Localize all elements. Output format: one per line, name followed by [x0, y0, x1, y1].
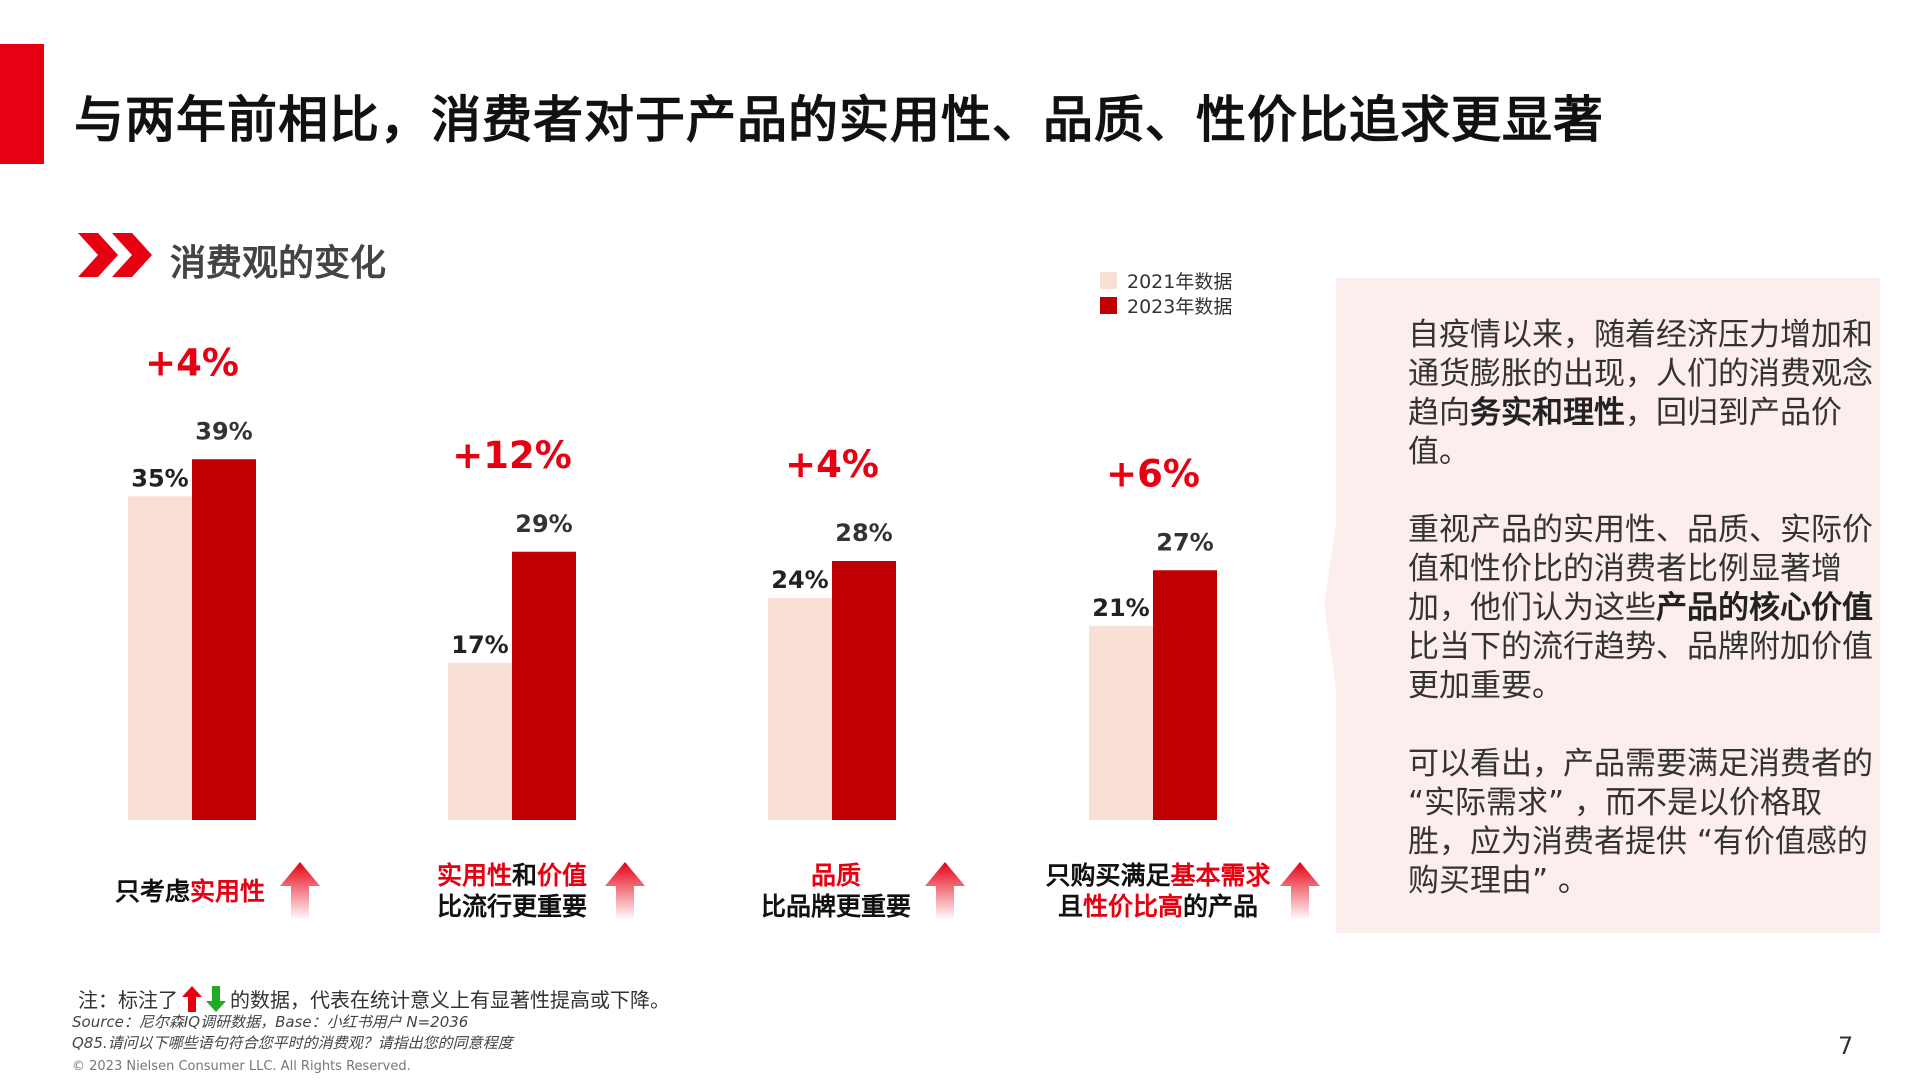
insight-panel-background	[1324, 278, 1880, 933]
category-label-basic-needs-value: 只购买满足基本需求 且性价比高的产品	[978, 860, 1338, 922]
insight-p2-emphasis: 产品的核心价值	[1656, 590, 1873, 626]
category-label-line: 实用性和价值	[332, 860, 692, 891]
category-label-text: 比品牌更重要	[760, 892, 911, 921]
change-label: +4%	[145, 341, 239, 384]
source-line-2: Q85.请问以下哪些语句符合您平时的消费观？请指出您的同意程度	[72, 1034, 513, 1052]
up-arrow-icon	[280, 862, 320, 920]
up-arrow-icon	[1280, 862, 1320, 920]
bar-2023	[192, 459, 256, 820]
up-arrow-icon	[925, 862, 965, 920]
data-label-2023: 28%	[835, 519, 892, 547]
legend-label-2021: 2021年数据	[1127, 271, 1233, 293]
data-label-2021: 35%	[131, 464, 188, 492]
category-label-highlight: 价值	[537, 861, 588, 890]
category-label-quality-over-brand: 品质 比品牌更重要	[656, 860, 1016, 922]
copyright: © 2023 Nielsen Consumer LLC. All Rights …	[72, 1059, 411, 1074]
legend-label-2023: 2023年数据	[1127, 296, 1233, 318]
data-label-2023: 39%	[195, 417, 252, 445]
category-label-text: 只考虑	[114, 877, 190, 906]
category-label-line: 比品牌更重要	[656, 891, 1016, 922]
page-number: 7	[1838, 1032, 1854, 1060]
category-label-line: 只考虑实用性	[10, 876, 370, 907]
category-label-line: 且性价比高的产品	[978, 891, 1338, 922]
source-line-1: Source：尼尔森IQ调研数据，Base：小红书用户 N=2036	[72, 1013, 469, 1031]
data-label-2023: 27%	[1156, 528, 1213, 556]
category-label-value-over-trend: 实用性和价值 比流行更重要	[332, 860, 692, 922]
insight-panel: 自疫情以来，随着经济压力增加和通货膨胀的出现，人们的消费观念趋向务实和理性，回归…	[1312, 278, 1882, 933]
bar-2023	[512, 551, 576, 820]
bar-2023	[1153, 570, 1217, 820]
insight-p2-text: 重视产品的实用性、品质、实际价值和性价比的消费者比例显著增加，他们认为这些	[1408, 512, 1873, 626]
insight-paragraph-3: 可以看出，产品需要满足消费者的 “实际需求” ，而不是以价格取胜，应为消费者提供…	[1408, 746, 1873, 899]
category-label-line: 只购买满足基本需求	[978, 860, 1338, 891]
category-label-text: 只购买满足	[1045, 861, 1171, 890]
category-label-line: 品质	[656, 860, 1016, 891]
data-label-2023: 29%	[515, 510, 572, 538]
bar-2021	[128, 496, 192, 820]
category-label-practicality: 只考虑实用性	[10, 876, 370, 907]
significance-arrows-icon	[182, 985, 226, 1012]
bar-2021	[448, 662, 512, 820]
source-note: Source：尼尔森IQ调研数据，Base：小红书用户 N=2036 Q85.请…	[72, 1012, 513, 1054]
category-label-highlight: 品质	[810, 861, 861, 890]
change-label: +6%	[1106, 452, 1200, 495]
insight-paragraph-1: 自疫情以来，随着经济压力增加和通货膨胀的出现，人们的消费观念趋向务实和理性，回归…	[1408, 316, 1878, 472]
data-label-2021: 17%	[451, 631, 508, 659]
category-label-highlight: 实用性	[190, 877, 266, 906]
legend-swatch-2023	[1100, 297, 1117, 314]
category-label-line: 比流行更重要	[332, 891, 692, 922]
legend-item-2023: 2023年数据	[1100, 293, 1232, 318]
title-accent-bar	[0, 44, 44, 164]
data-label-2021: 21%	[1092, 594, 1149, 622]
legend-item-2021: 2021年数据	[1100, 268, 1232, 293]
data-label-2021: 24%	[771, 566, 828, 594]
chart-legend: 2021年数据 2023年数据	[1100, 268, 1232, 318]
insight-paragraph-2: 重视产品的实用性、品质、实际价值和性价比的消费者比例显著增加，他们认为这些产品的…	[1408, 511, 1878, 706]
category-label-highlight: 实用性	[436, 861, 512, 890]
insight-text: 自疫情以来，随着经济压力增加和通货膨胀的出现，人们的消费观念趋向务实和理性，回归…	[1408, 316, 1878, 940]
bar-2021	[1089, 625, 1153, 820]
footnote: 注：标注了 的数据，代表在统计意义上有显著性提高或下降。	[78, 984, 670, 1013]
category-label-highlight: 基本需求	[1170, 861, 1271, 890]
page-title: 与两年前相比，消费者对于产品的实用性、品质、性价比追求更显著	[74, 91, 1604, 149]
legend-swatch-2021	[1100, 272, 1117, 289]
change-label: +12%	[452, 434, 572, 477]
insight-p1-text: 自疫情以来，随着经济压力增加和通货膨胀的出现，人们的消费观念趋向	[1408, 317, 1873, 431]
footnote-text-start: 注：标注了	[78, 988, 178, 1012]
category-label-highlight: 性价比高	[1082, 892, 1183, 921]
double-chevron-icon	[78, 233, 152, 277]
change-label: +4%	[785, 443, 879, 486]
section-title: 消费观的变化	[170, 243, 387, 284]
bar-chart: 35%39% +4% 17% 29% +12% 24%28% +4% 21% 27% +6%	[128, 341, 1217, 820]
bar-2021	[768, 598, 832, 820]
insight-p1-text-end: ，回归到产品价值。	[1408, 395, 1842, 470]
up-arrow-icon	[605, 862, 645, 920]
insight-p2-text-end: 比当下的流行趋势、品牌附加价值更加重要。	[1408, 629, 1873, 704]
category-label-text: 的产品	[1183, 892, 1259, 921]
bar-2023	[832, 561, 896, 820]
insight-p1-emphasis: 务实和理性	[1470, 395, 1625, 431]
category-label-text: 和	[511, 861, 537, 890]
footnote-text-end: 的数据，代表在统计意义上有显著性提高或下降。	[230, 988, 670, 1012]
category-label-text: 比流行更重要	[436, 892, 587, 921]
category-label-text: 且	[1057, 892, 1083, 921]
